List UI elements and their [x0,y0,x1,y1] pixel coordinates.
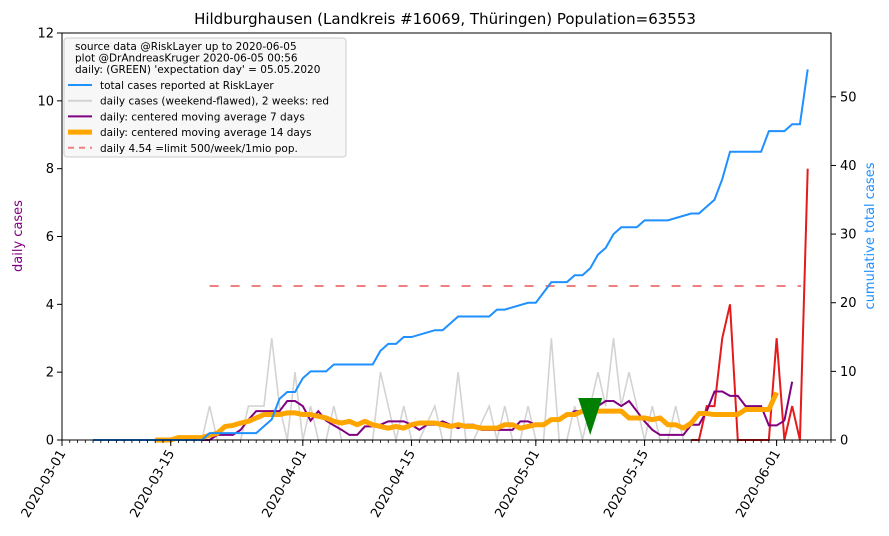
expectation-day-marker [578,397,603,435]
legend-entry-total: total cases reported at RiskLayer [100,80,274,92]
y-axis-label-left: daily cases [11,200,26,272]
y-right-tick-label: 50 [840,90,857,105]
y-left-tick-label: 10 [37,94,54,109]
legend-header-line: source data @RiskLayer up to 2020-06-05 [75,41,297,53]
y-left-tick-label: 4 [46,298,54,313]
series-layer [93,69,809,443]
ma7-tail-series [783,381,794,421]
y-left-tick-label: 2 [46,366,54,381]
legend-header-line: daily: (GREEN) 'expectation day' = 05.05… [75,64,320,76]
legend-entry-ma14: daily: centered moving average 14 days [100,127,312,139]
y-right-tick-label: 10 [840,365,857,380]
legend-header-line: plot @DrAndreasKruger 2020-06-05 00:56 [75,53,298,65]
y-axis-label-right: cumulative total cases [863,162,878,309]
y-right-tick-label: 20 [840,296,857,311]
legend-entry-daily-raw: daily cases (weekend-flawed), 2 weeks: r… [100,96,329,108]
chart-title: Hildburghausen (Landkreis #16069, Thürin… [194,10,696,28]
daily-raw-series [93,338,692,441]
legend-entry-ma7: daily: centered moving average 7 days [100,111,305,123]
y-left-tick-label: 6 [46,230,54,245]
cumulative-series [93,69,809,441]
plot-frame [61,32,832,441]
legend: source data @RiskLayer up to 2020-06-05p… [63,37,347,158]
y-left-tick-label: 8 [46,162,54,177]
ma14-series [155,391,779,443]
y-right-tick-label: 30 [840,228,857,243]
legend-box [63,37,347,158]
y-left-tick-label: 0 [46,434,54,449]
y-right-tick-label: 40 [840,159,857,174]
legend-entry-limit: daily 4.54 =limit 500/week/1mio pop. [100,143,298,155]
y-left-tick-label: 12 [37,27,54,42]
y-right-tick-label: 0 [840,434,848,449]
